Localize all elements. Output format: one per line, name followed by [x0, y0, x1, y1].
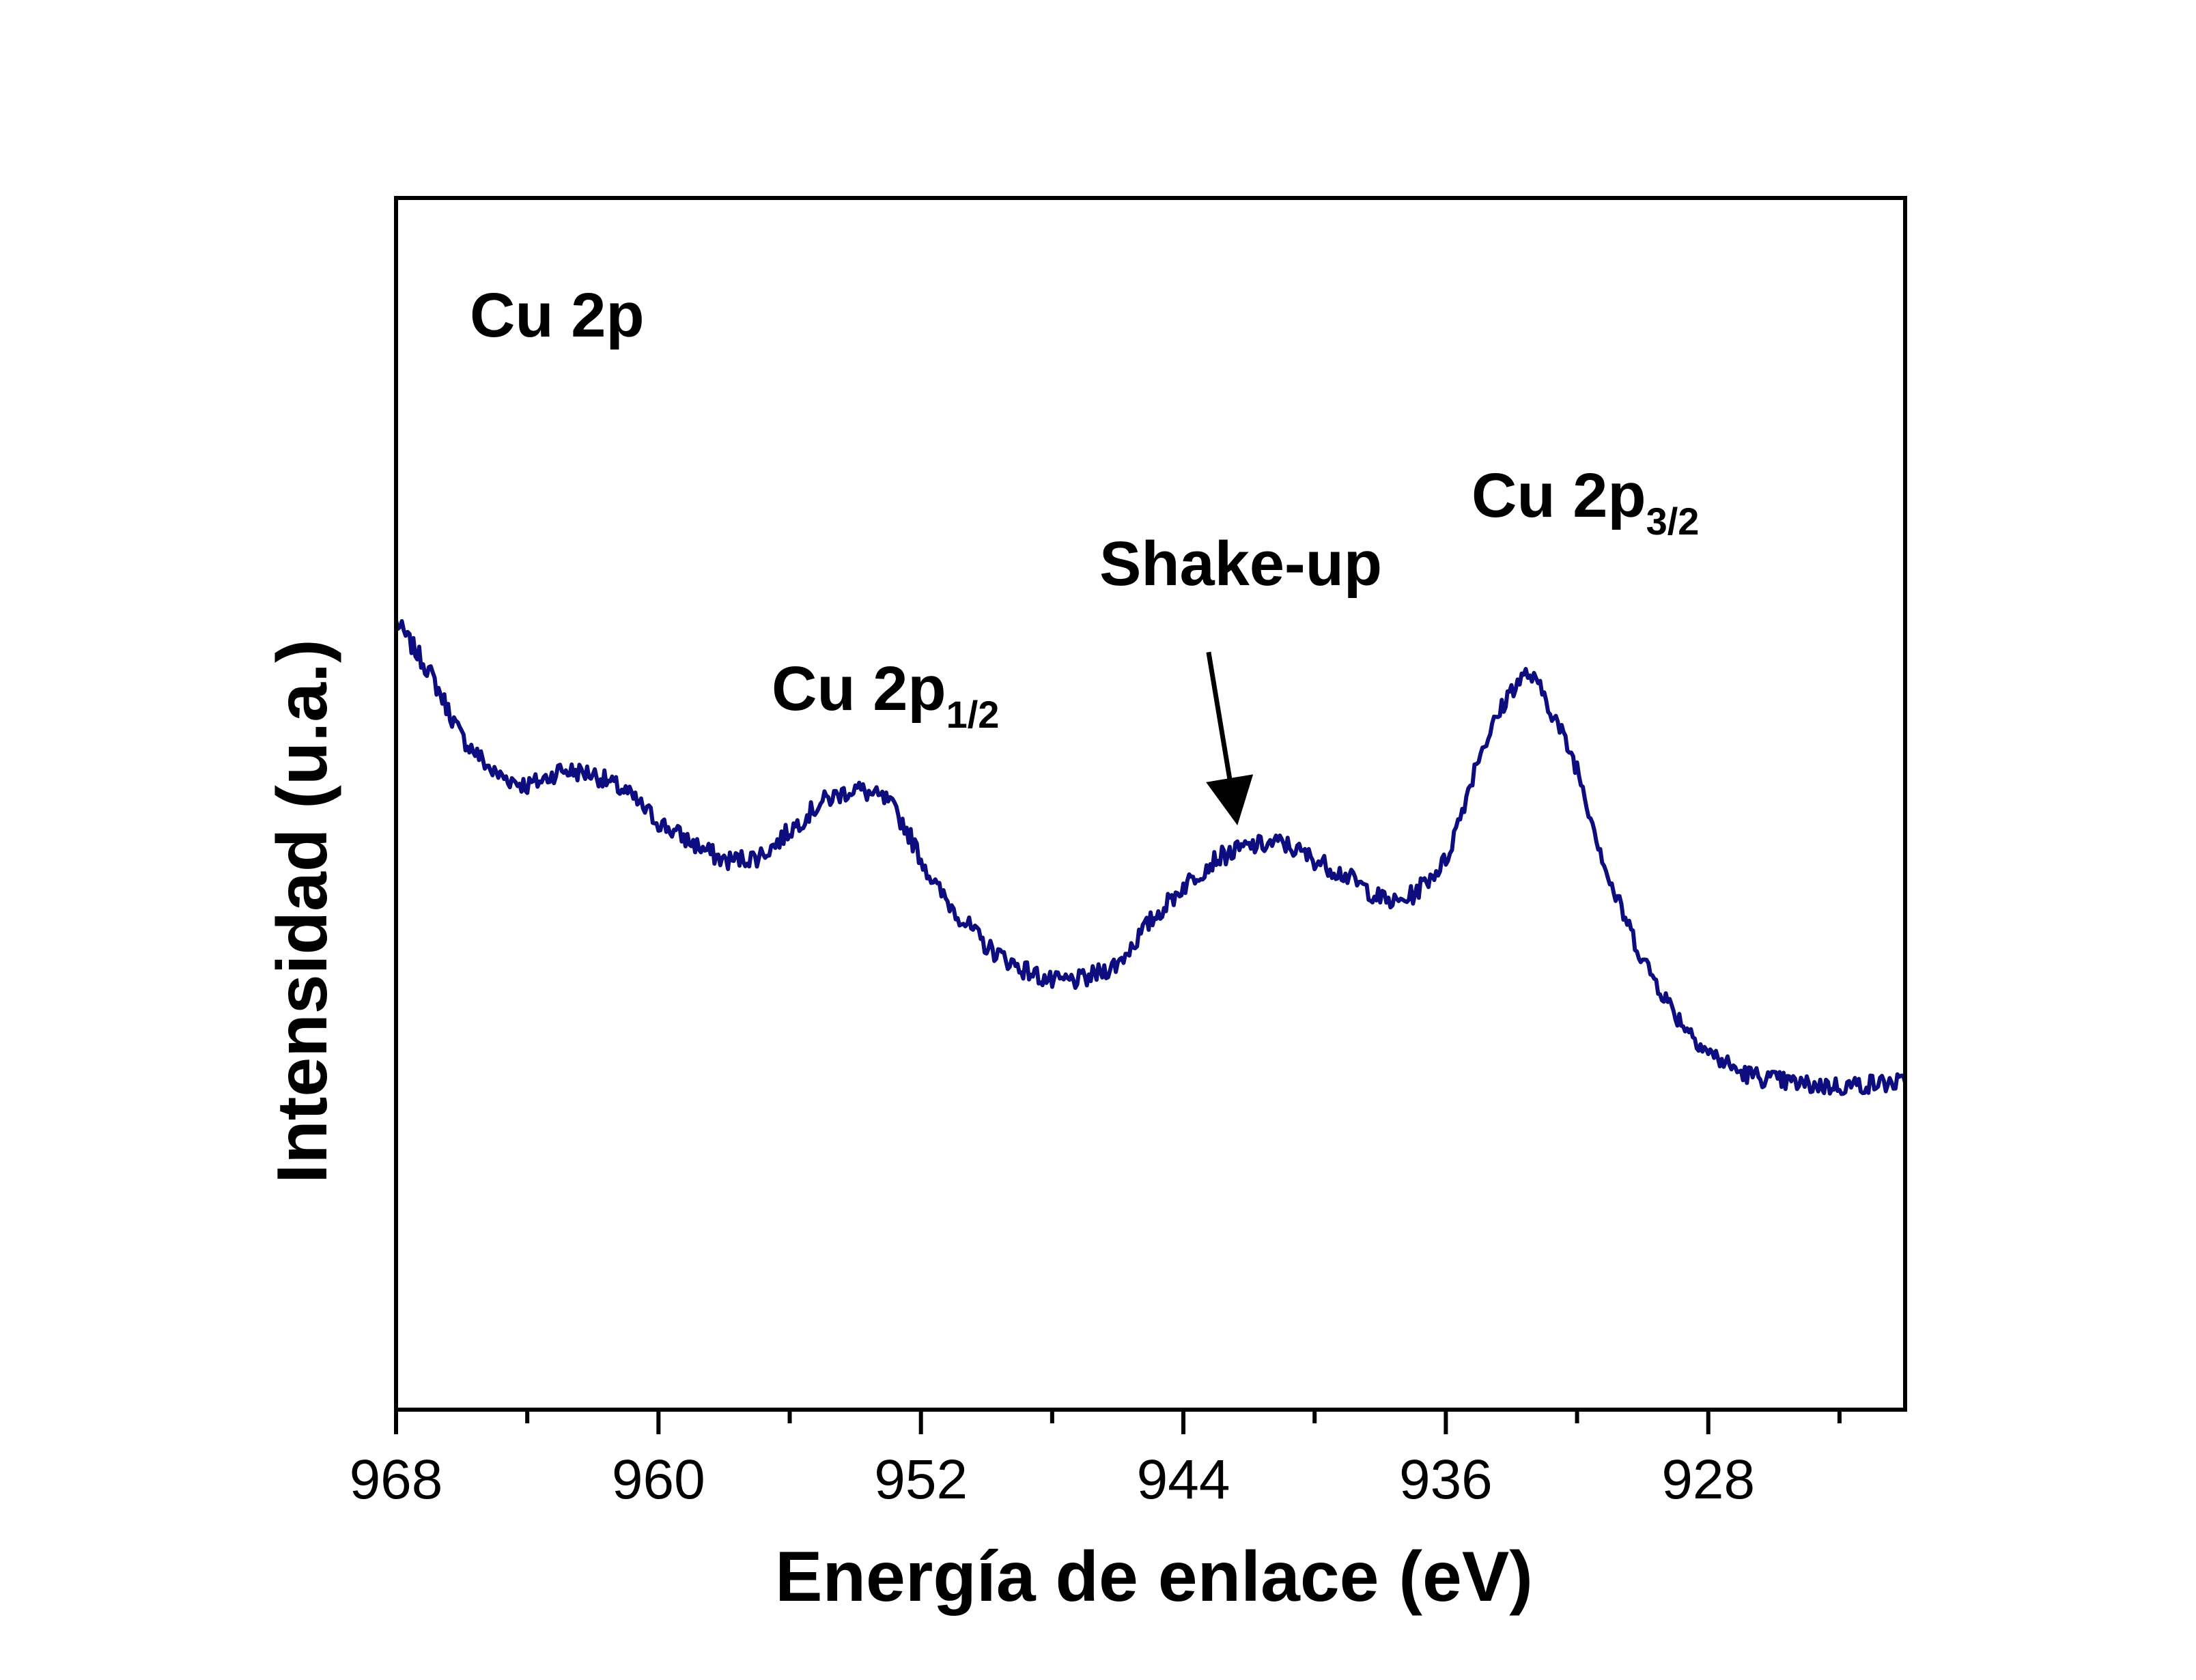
annotation-cu-2p: Cu 2p: [470, 281, 645, 350]
annotation-cu-2p-1-2: Cu 2p1/2: [772, 654, 999, 736]
x-axis-title: Energía de enlace (eV): [775, 1537, 1533, 1617]
spectrum-line: [394, 618, 1907, 1096]
x-tick-label: 968: [350, 1449, 443, 1511]
y-axis-title: Intensidad (u.a.): [263, 639, 342, 1183]
annotation-cu-2p-3-2: Cu 2p3/2: [1472, 461, 1699, 543]
annotation-shake-up: Shake-up: [1099, 529, 1382, 599]
x-tick-label: 952: [874, 1449, 968, 1511]
x-tick-label: 936: [1399, 1449, 1493, 1511]
x-axis-ticks: [394, 1410, 1842, 1434]
plot-frame: [394, 196, 1907, 1412]
x-tick-label: 944: [1137, 1449, 1230, 1511]
x-axis-tick-labels: 968 960 952 944 936 928: [350, 1449, 1756, 1511]
x-tick-label: 960: [612, 1449, 705, 1511]
shake-up-arrow: [1206, 651, 1254, 826]
x-tick-label: 928: [1661, 1449, 1755, 1511]
